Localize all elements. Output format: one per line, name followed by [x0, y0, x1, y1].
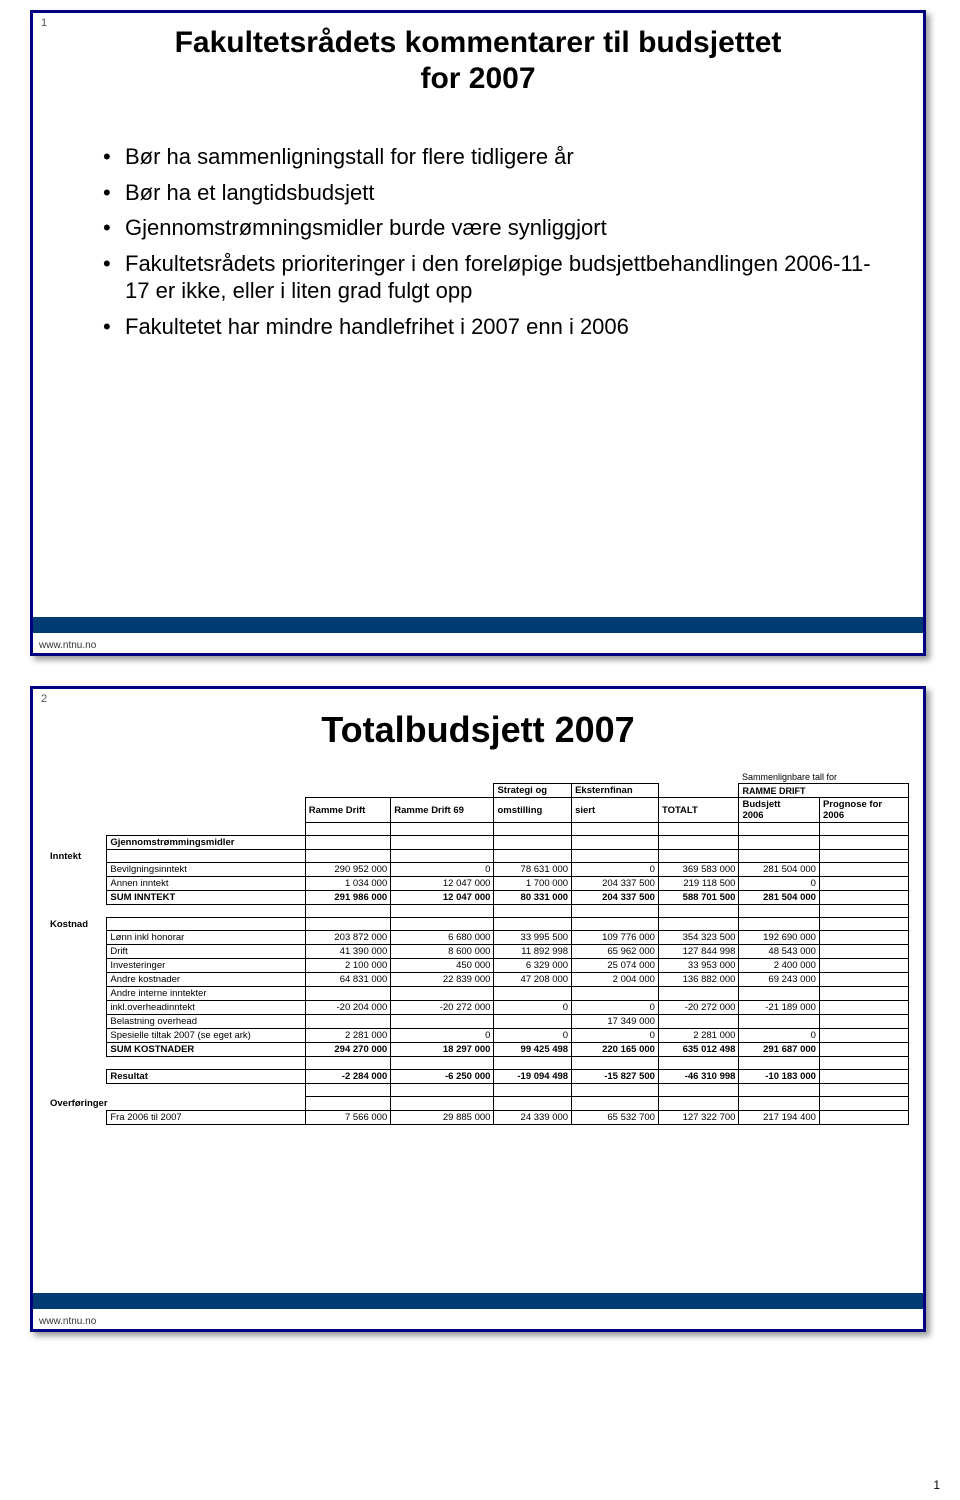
table-row: Investeringer 2 100 000 450 000 6 329 00…	[47, 959, 909, 973]
col-strategi-b: omstilling	[494, 798, 572, 823]
budget-table: Sammenlignbare tall for Strategi og Ekst…	[47, 771, 909, 1125]
col-budsjett: Budsjett2006	[739, 798, 820, 823]
table-row: Andre interne inntekter	[47, 987, 909, 1001]
col-strategi-a: Strategi og	[494, 784, 572, 798]
table-row: Fra 2006 til 2007 7 566 000 29 885 000 2…	[47, 1110, 909, 1124]
col-rammedrift: Ramme Drift	[305, 798, 390, 823]
col-ekstern-b: siert	[572, 798, 659, 823]
slide1-title-l1: Fakultetsrådets kommentarer til budsjett…	[175, 26, 782, 59]
footer-band	[33, 1293, 923, 1309]
table-row: Andre kostnader 64 831 000 22 839 000 47…	[47, 973, 909, 987]
table-row: Belastning overhead 17 349 000	[47, 1015, 909, 1029]
table-row: Resultat -2 284 000 -6 250 000 -19 094 4…	[47, 1070, 909, 1084]
col-rammedrift69: Ramme Drift 69	[391, 798, 494, 823]
slide-number: 1	[41, 17, 47, 29]
header-row: Ramme Drift Ramme Drift 69 omstilling si…	[47, 798, 909, 823]
sup-header-row2: Strategi og Eksternfinan RAMME DRIFT	[47, 784, 909, 798]
budget-table-wrap: Sammenlignbare tall for Strategi og Ekst…	[33, 761, 923, 1125]
table-row: Annen inntekt 1 034 000 12 047 000 1 700…	[47, 877, 909, 891]
col-ekstern-a: Eksternfinan	[572, 784, 659, 798]
sup-header-row: Sammenlignbare tall for	[47, 771, 909, 784]
slide1-bullets: Bør ha sammenligningstall for flere tidl…	[33, 113, 923, 340]
slide-1: 1 Fakultetsrådets kommentarer til budsje…	[30, 10, 926, 656]
slide-number: 2	[41, 693, 47, 705]
footer-link: www.ntnu.no	[39, 1316, 96, 1327]
overf-header: Overføringer	[47, 1097, 909, 1111]
table-row: Spesielle tiltak 2007 (se eget ark) 2 28…	[47, 1029, 909, 1043]
gjennom-row: Gjennomstrømmingsmidler	[47, 836, 909, 850]
table-row: Drift 41 390 000 8 600 000 11 892 998 65…	[47, 945, 909, 959]
sup-header-l2: RAMME DRIFT	[739, 784, 909, 798]
sup-header-l1: Sammenlignbare tall for	[739, 771, 909, 784]
footer-link: www.ntnu.no	[39, 640, 96, 651]
page-corner-number: 1	[933, 1478, 940, 1492]
slide1-title-l2: for 2007	[420, 62, 535, 95]
col-prognose: Prognose for2006	[819, 798, 908, 823]
slide-2: 2 Totalbudsjett 2007 Sammenlignbare tall…	[30, 686, 926, 1332]
footer-band	[33, 617, 923, 633]
table-row: SUM INNTEKT 291 986 000 12 047 000 80 33…	[47, 891, 909, 905]
inntekt-label: Inntekt	[47, 850, 107, 863]
bullet-item: Bør ha et langtidsbudsjett	[103, 179, 883, 207]
bullet-item: Gjennomstrømningsmidler burde være synli…	[103, 214, 883, 242]
bullet-item: Fakultetet har mindre handlefrihet i 200…	[103, 313, 883, 341]
table-row: SUM KOSTNADER 294 270 000 18 297 000 99 …	[47, 1043, 909, 1057]
bullet-item: Fakultetsrådets prioriteringer i den for…	[103, 250, 883, 305]
slide2-title: Totalbudsjett 2007	[33, 689, 923, 761]
inntekt-header: Inntekt	[47, 850, 909, 863]
table-row: Lønn inkl honorar 203 872 000 6 680 000 …	[47, 931, 909, 945]
table-row: inkl.overheadinntekt -20 204 000 -20 272…	[47, 1001, 909, 1015]
bullet-item: Bør ha sammenligningstall for flere tidl…	[103, 143, 883, 171]
kostnad-header: Kostnad	[47, 918, 909, 931]
slide1-title: Fakultetsrådets kommentarer til budsjett…	[33, 13, 923, 97]
col-totalt: TOTALT	[658, 798, 739, 823]
gjennom-label: Gjennomstrømmingsmidler	[107, 836, 305, 850]
table-row: Bevilgningsinntekt 290 952 000 0 78 631 …	[47, 863, 909, 877]
